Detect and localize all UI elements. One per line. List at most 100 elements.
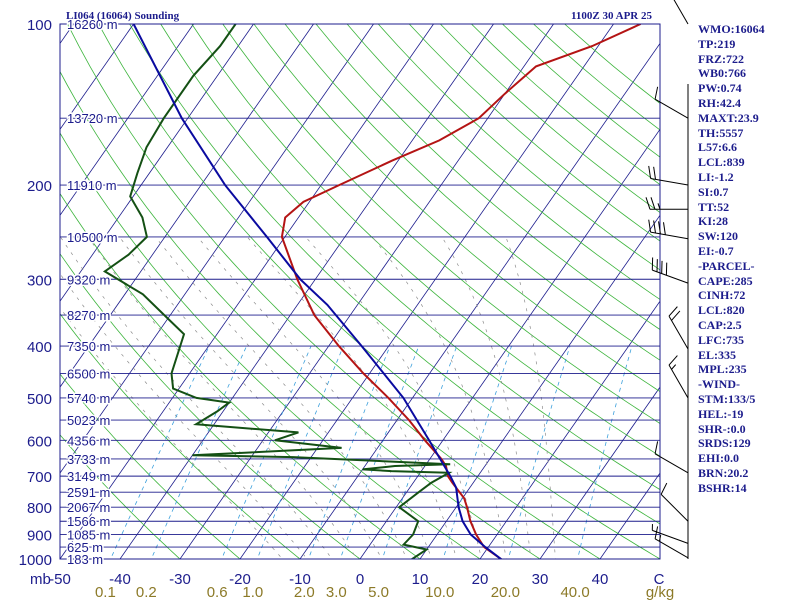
index-item: LCL:839 bbox=[698, 155, 745, 170]
isotherm-line bbox=[60, 24, 314, 388]
isotherm-line bbox=[60, 24, 254, 302]
wind-barb bbox=[648, 165, 689, 186]
temperature-tick-label: -50 bbox=[49, 571, 71, 588]
wind-barb-staff bbox=[652, 269, 689, 284]
dry-adiabat-line bbox=[346, 24, 660, 300]
height-label: 11910 m bbox=[67, 178, 117, 193]
corner-label: mb bbox=[30, 571, 51, 588]
temperature-tick-label: -10 bbox=[289, 571, 311, 588]
wind-barb bbox=[645, 197, 688, 210]
wind-barb-staff bbox=[654, 98, 689, 119]
index-item: SHR-:0.0 bbox=[698, 421, 746, 436]
moist-adiabat-line bbox=[246, 236, 458, 559]
mixing-ratio-line bbox=[221, 345, 312, 559]
wind-barb-flag bbox=[668, 306, 678, 317]
index-item: -PARCEL- bbox=[698, 258, 755, 273]
index-item: MAXT:23.9 bbox=[698, 110, 759, 125]
wind-barb-flag bbox=[654, 526, 659, 539]
mixing-ratio-line bbox=[507, 345, 571, 559]
temperature-line bbox=[280, 24, 642, 559]
mixing-ratio-tick-label: 20.0 bbox=[491, 584, 520, 600]
index-item: CAPE:285 bbox=[698, 273, 753, 288]
isotherm-line bbox=[239, 24, 614, 559]
wind-barb-half-flag bbox=[657, 203, 661, 210]
temperature-tick-label: 20 bbox=[472, 571, 489, 588]
wind-barb-staff bbox=[668, 364, 689, 399]
dry-adiabat-line bbox=[191, 24, 660, 457]
wind-barb-flag bbox=[648, 165, 652, 179]
wind-barb bbox=[651, 257, 689, 284]
dry-adiabat-line bbox=[60, 253, 361, 559]
index-item: CAP:2.5 bbox=[698, 317, 742, 332]
wind-barb-flag bbox=[654, 86, 659, 100]
wind-barb bbox=[654, 86, 689, 119]
wind-barb bbox=[660, 482, 689, 522]
mixing-ratio-tick-label: 10.0 bbox=[425, 584, 454, 600]
dry-adiabat-line bbox=[253, 24, 660, 393]
index-item: -WIND- bbox=[698, 377, 740, 392]
mixing-ratio-tick-label: 0.6 bbox=[207, 584, 228, 600]
index-item: STM:133/5 bbox=[698, 391, 756, 406]
mixing-ratio-tick-label: 0.2 bbox=[136, 584, 157, 600]
wind-barb bbox=[648, 219, 689, 240]
index-item: WMO:16064 bbox=[698, 22, 765, 36]
wind-barb-flag bbox=[662, 222, 666, 235]
index-item: KI:28 bbox=[698, 214, 728, 229]
dry-adiabat-line bbox=[60, 132, 481, 559]
dry-adiabat-line bbox=[60, 313, 301, 559]
dry-adiabat-line bbox=[160, 24, 660, 491]
index-item: HEL:-19 bbox=[698, 406, 744, 421]
height-label: 6500 m bbox=[67, 366, 110, 381]
height-label: 3733 m bbox=[67, 452, 110, 467]
pressure-tick-label: 400 bbox=[27, 339, 52, 356]
index-item: FRZ:722 bbox=[698, 51, 744, 66]
mixing-ratio-tick-label: 0.1 bbox=[95, 584, 116, 600]
mixing-ratio-line bbox=[381, 345, 458, 559]
index-item: EI:-0.7 bbox=[698, 243, 734, 258]
wind-barb-staff bbox=[668, 315, 689, 350]
height-label: 5023 m bbox=[67, 413, 110, 428]
dry-adiabat-line bbox=[60, 70, 541, 559]
wind-barb-flag bbox=[648, 219, 652, 233]
index-item: TT:52 bbox=[698, 199, 730, 214]
isotherm-line bbox=[60, 24, 134, 131]
index-item: SW:120 bbox=[698, 229, 739, 244]
index-item: LCL:820 bbox=[698, 303, 745, 318]
dry-adiabat-line bbox=[67, 24, 601, 559]
wind-barb-flag bbox=[660, 482, 668, 495]
dry-adiabat-line bbox=[98, 24, 660, 559]
index-item: MPL:235 bbox=[698, 362, 747, 377]
index-item: RH:42.4 bbox=[698, 95, 741, 110]
mixing-ratio-axis-label: g/kg bbox=[646, 584, 674, 600]
mixing-ratio-tick-label: 2.0 bbox=[294, 584, 315, 600]
height-label: 1085 m bbox=[67, 528, 110, 543]
isotherm-line bbox=[539, 386, 660, 559]
dry-adiabat-line bbox=[129, 24, 660, 525]
observation-time: 1100Z 30 APR 25 bbox=[571, 10, 652, 22]
index-item: SRDS:129 bbox=[698, 436, 751, 451]
wind-barb-flag bbox=[671, 310, 681, 321]
pressure-tick-label: 700 bbox=[27, 469, 52, 486]
moist-adiabat-line bbox=[505, 236, 556, 559]
wind-barb-staff bbox=[660, 494, 689, 522]
temperature-tick-label: 10 bbox=[412, 571, 429, 588]
mixing-ratio-tick-label: 5.0 bbox=[368, 584, 389, 600]
height-label: 5740 m bbox=[67, 391, 110, 406]
moist-adiabat-line bbox=[60, 307, 283, 559]
dry-adiabat-line bbox=[60, 434, 181, 559]
height-label: 4356 m bbox=[67, 433, 110, 448]
index-item: L57:6.6 bbox=[698, 140, 737, 155]
wind-barb-flag bbox=[653, 220, 656, 234]
mixing-ratio-line bbox=[577, 345, 633, 559]
temperature-tick-label: 40 bbox=[592, 571, 609, 588]
wind-barb bbox=[668, 306, 689, 350]
height-label: 9320 m bbox=[67, 272, 110, 287]
mixing-ratio-tick-label: 3.0 bbox=[326, 584, 347, 600]
mixing-ratio-line bbox=[110, 345, 210, 559]
dry-adiabat-line bbox=[284, 24, 660, 361]
plot-border bbox=[59, 23, 661, 560]
temperature-tick-label: 0 bbox=[356, 571, 364, 588]
index-item: TP:219 bbox=[698, 36, 736, 51]
